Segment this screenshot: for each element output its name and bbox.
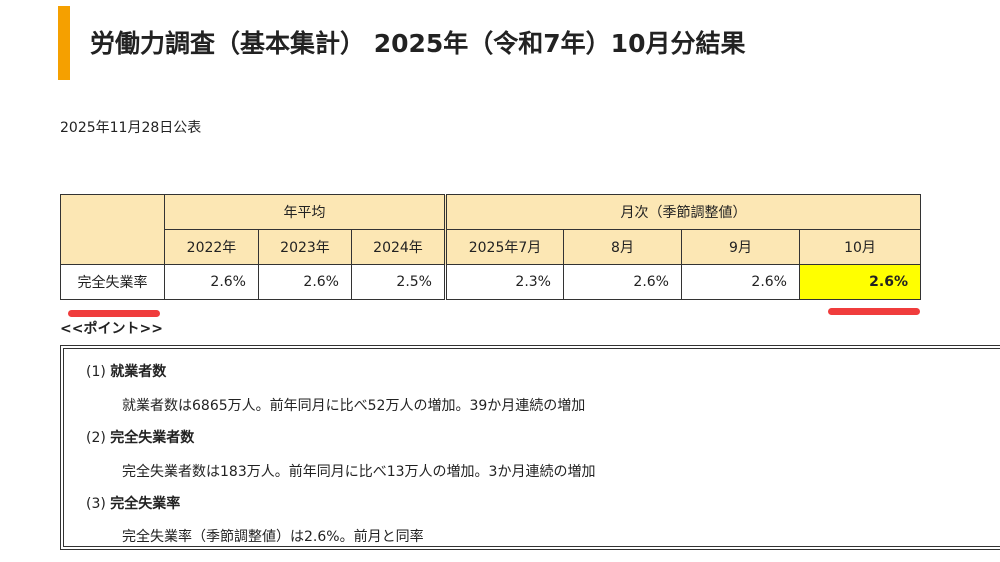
point-3-title: 完全失業率 <box>110 496 181 512</box>
col-header-2025-jul: 2025年7月 <box>444 229 564 265</box>
row-label-unemployment-rate: 完全失業率 <box>60 264 165 300</box>
table-row: 完全失業率 2.6% 2.6% 2.5% 2.3% 2.6% 2.6% 2.6% <box>60 264 921 300</box>
table-corner-cell <box>60 194 165 265</box>
point-1-title: 就業者数 <box>110 364 167 380</box>
point-3-number: (3) <box>86 496 106 512</box>
value-aug: 2.6% <box>563 264 682 300</box>
group-header-annual: 年平均 <box>164 194 446 230</box>
point-3-heading: (3) 完全失業率 <box>86 493 180 513</box>
col-header-2024: 2024年 <box>351 229 446 265</box>
col-header-2022: 2022年 <box>164 229 259 265</box>
highlight-value-underline-mark <box>828 308 920 315</box>
col-header-sep: 9月 <box>681 229 800 265</box>
point-2-heading: (2) 完全失業者数 <box>86 427 194 447</box>
col-header-aug: 8月 <box>563 229 682 265</box>
points-box: (1) 就業者数 就業者数は6865万人。前年同月に比べ52万人の増加。39か月… <box>60 345 1000 550</box>
col-header-2023: 2023年 <box>258 229 352 265</box>
value-2024: 2.5% <box>351 264 446 300</box>
points-label: <<ポイント>> <box>60 321 163 337</box>
point-1-heading: (1) 就業者数 <box>86 361 166 381</box>
row-label-underline-mark <box>68 310 160 317</box>
point-1-number: (1) <box>86 364 106 380</box>
title-accent-bar <box>58 6 70 80</box>
point-1-body: 就業者数は6865万人。前年同月に比べ52万人の増加。39か月連続の増加 <box>122 398 586 414</box>
col-header-oct: 10月 <box>799 229 921 265</box>
point-2-body: 完全失業者数は183万人。前年同月に比べ13万人の増加。3か月連続の増加 <box>122 464 596 480</box>
value-2023: 2.6% <box>258 264 352 300</box>
table-group-header-row: 年平均 月次（季節調整値） <box>60 194 921 265</box>
value-oct-highlighted: 2.6% <box>799 264 921 300</box>
unemployment-rate-table: 年平均 月次（季節調整値） 2022年 2023年 2024年 2025年7月 … <box>60 194 921 300</box>
value-sep: 2.6% <box>681 264 800 300</box>
point-2-title: 完全失業者数 <box>110 430 195 446</box>
table-column-header-row: 2022年 2023年 2024年 2025年7月 8月 9月 10月 <box>61 229 921 265</box>
point-3-body: 完全失業率（季節調整値）は2.6%。前月と同率 <box>122 529 424 545</box>
page-title: 労働力調査（基本集計） 2025年（令和7年）10月分結果 <box>90 29 746 58</box>
publication-date: 2025年11月28日公表 <box>60 120 202 136</box>
value-2022: 2.6% <box>164 264 259 300</box>
value-2025-jul: 2.3% <box>444 264 564 300</box>
group-header-monthly: 月次（季節調整値） <box>444 194 921 230</box>
point-2-number: (2) <box>86 430 106 446</box>
